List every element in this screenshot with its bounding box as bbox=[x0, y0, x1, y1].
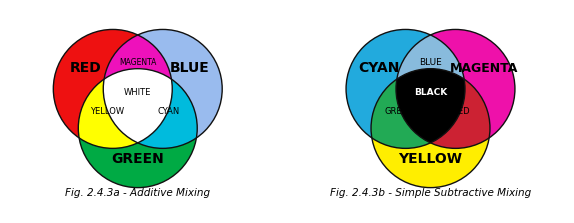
Circle shape bbox=[396, 29, 515, 148]
Text: BLUE: BLUE bbox=[170, 61, 210, 75]
Circle shape bbox=[346, 29, 465, 148]
Circle shape bbox=[103, 29, 222, 148]
Text: Fig. 2.4.3b - Simple Subtractive Mixing: Fig. 2.4.3b - Simple Subtractive Mixing bbox=[330, 188, 531, 198]
Circle shape bbox=[346, 29, 465, 148]
Polygon shape bbox=[103, 69, 172, 143]
Circle shape bbox=[103, 29, 222, 148]
Polygon shape bbox=[396, 69, 465, 143]
Circle shape bbox=[53, 29, 172, 148]
Text: RED: RED bbox=[70, 61, 102, 75]
Circle shape bbox=[371, 69, 490, 188]
Text: WHITE: WHITE bbox=[124, 88, 152, 97]
Text: MAGENTA: MAGENTA bbox=[450, 62, 518, 74]
Text: GREEN: GREEN bbox=[385, 107, 414, 116]
Text: MAGENTA: MAGENTA bbox=[119, 58, 157, 67]
Text: Fig. 2.4.3a - Additive Mixing: Fig. 2.4.3a - Additive Mixing bbox=[65, 188, 210, 198]
Circle shape bbox=[78, 69, 197, 188]
Circle shape bbox=[346, 29, 465, 148]
Text: CYAN: CYAN bbox=[358, 61, 400, 75]
Text: YELLOW: YELLOW bbox=[90, 107, 124, 116]
Circle shape bbox=[53, 29, 172, 148]
Text: YELLOW: YELLOW bbox=[398, 152, 463, 166]
Text: BLUE: BLUE bbox=[419, 58, 442, 67]
Circle shape bbox=[53, 29, 172, 148]
Text: BLACK: BLACK bbox=[414, 88, 447, 97]
Text: CYAN: CYAN bbox=[157, 107, 180, 116]
Text: GREEN: GREEN bbox=[111, 152, 164, 166]
Circle shape bbox=[396, 29, 515, 148]
Text: RED: RED bbox=[453, 107, 470, 116]
